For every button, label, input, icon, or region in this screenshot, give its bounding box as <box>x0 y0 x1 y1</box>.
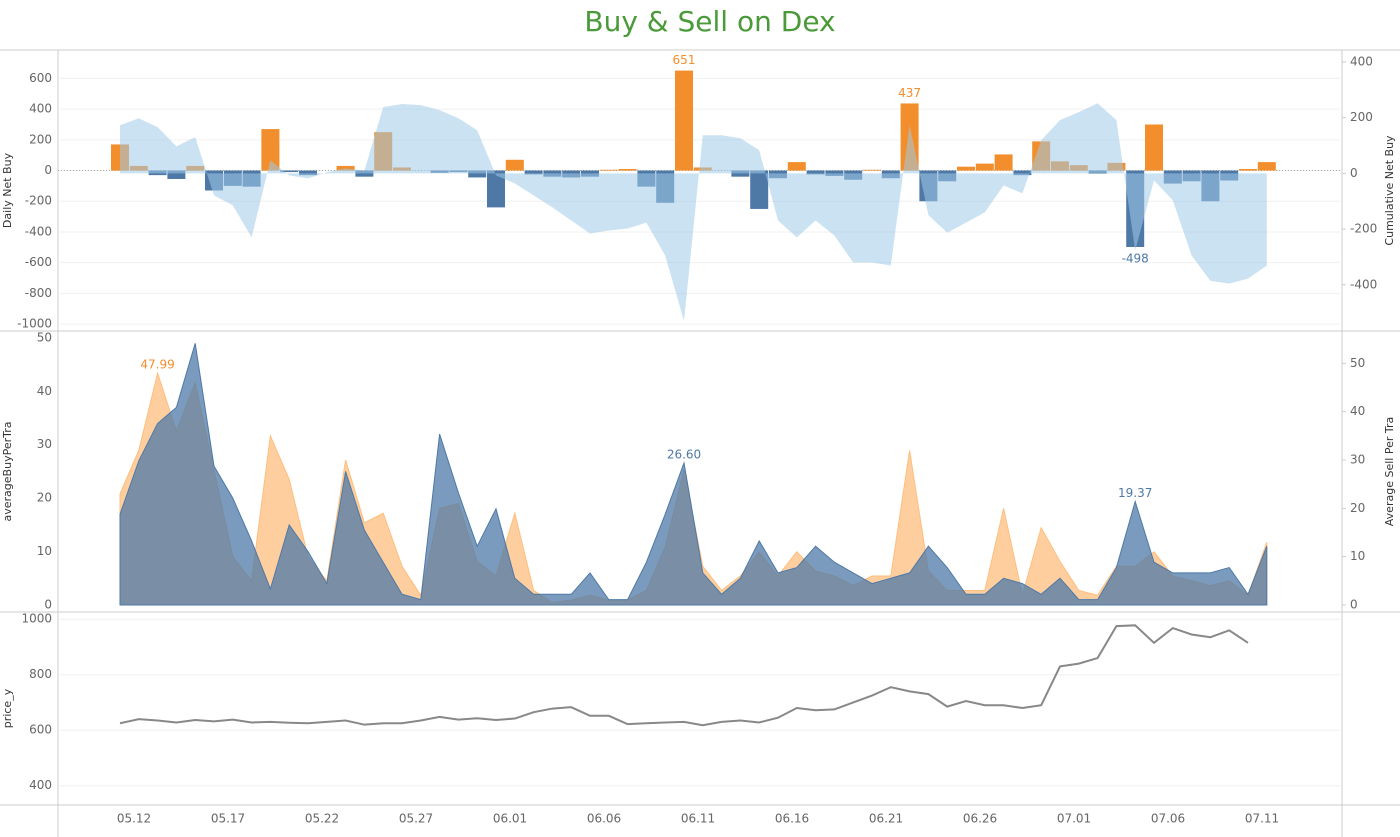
y-tick-label: 200 <box>29 132 52 146</box>
bar <box>524 170 543 175</box>
bar <box>599 169 618 171</box>
x-tick-label: 06.26 <box>963 812 997 826</box>
bar <box>1257 162 1276 171</box>
bar <box>806 170 825 175</box>
y2-tick-label: 0 <box>1350 597 1358 611</box>
bar <box>1013 170 1032 176</box>
y-tick-label: 400 <box>29 778 52 792</box>
bar <box>299 170 317 176</box>
y2-axis-title: Average Sell Per Tra <box>1383 417 1396 526</box>
area <box>119 343 1268 606</box>
y-tick-label: 400 <box>29 102 52 116</box>
y-tick-label: 0 <box>44 163 52 177</box>
y-axis-title: Daily Net Buy <box>1 152 14 228</box>
x-tick-label: 06.21 <box>869 812 903 826</box>
y-tick-label: -1000 <box>17 317 52 331</box>
y2-tick-label: -400 <box>1350 277 1377 291</box>
bar <box>787 162 806 171</box>
y-tick-label: 30 <box>37 437 52 451</box>
y-axis-title: price_y <box>1 688 14 728</box>
bar <box>355 170 374 177</box>
y-tick-label: -200 <box>25 194 52 208</box>
x-tick-label: 06.16 <box>775 812 809 826</box>
y2-tick-label: 200 <box>1350 110 1373 124</box>
x-tick-label: 07.11 <box>1245 812 1279 826</box>
bar <box>731 170 750 177</box>
x-tick-label: 05.27 <box>399 812 433 826</box>
bar <box>487 170 505 208</box>
data-label: 19.37 <box>1118 486 1152 500</box>
chart-title: Buy & Sell on Dex <box>584 5 835 38</box>
data-label: 26.60 <box>667 447 701 461</box>
y2-tick-label: 40 <box>1350 404 1365 418</box>
y-tick-label: -600 <box>25 255 52 269</box>
bar <box>336 165 355 171</box>
y2-axis-title: Cumulative Net Buy <box>1383 135 1396 246</box>
y2-tick-label: 0 <box>1350 166 1358 180</box>
y-tick-label: 40 <box>37 384 52 398</box>
bar <box>994 154 1013 171</box>
y2-tick-label: -200 <box>1350 222 1377 236</box>
bar <box>957 166 975 171</box>
data-label: -498 <box>1122 252 1149 266</box>
x-tick-label: 06.11 <box>681 812 715 826</box>
y-tick-label: 1000 <box>21 612 52 626</box>
x-tick-label: 07.06 <box>1151 812 1185 826</box>
bar <box>675 70 693 171</box>
cumulative-area <box>120 103 1267 321</box>
bar <box>468 170 487 178</box>
bar <box>825 170 844 176</box>
y2-tick-label: 30 <box>1350 453 1365 467</box>
y-axis-title: averageBuyPerTra <box>1 422 14 522</box>
bar <box>863 169 881 171</box>
y2-tick-label: 50 <box>1350 356 1365 370</box>
y2-tick-label: 20 <box>1350 501 1365 515</box>
y-tick-label: 20 <box>37 491 52 505</box>
x-tick-label: 06.06 <box>587 812 621 826</box>
y-tick-label: 10 <box>37 544 52 558</box>
x-tick-label: 05.12 <box>117 812 151 826</box>
bar <box>750 170 769 209</box>
data-label: 47.99 <box>140 358 174 372</box>
y-tick-label: 600 <box>29 71 52 85</box>
x-tick-label: 05.22 <box>305 812 339 826</box>
y-tick-label: -800 <box>25 286 52 300</box>
y-tick-label: 600 <box>29 723 52 737</box>
price-line <box>119 624 1249 727</box>
bar <box>261 129 280 171</box>
data-label: 437 <box>898 86 921 100</box>
bar <box>280 170 299 173</box>
y-tick-label: -400 <box>25 224 52 238</box>
y-tick-label: 800 <box>29 667 52 681</box>
data-label: 651 <box>673 53 696 67</box>
bar <box>167 170 186 179</box>
y2-tick-label: 400 <box>1350 54 1373 68</box>
y-tick-label: 0 <box>44 597 52 611</box>
y2-tick-label: 10 <box>1350 549 1365 563</box>
bar <box>1239 169 1257 171</box>
bar <box>1145 124 1163 171</box>
x-tick-label: 05.17 <box>211 812 245 826</box>
x-tick-label: 06.01 <box>493 812 527 826</box>
x-tick-label: 07.01 <box>1057 812 1091 826</box>
y-tick-label: 50 <box>37 330 52 344</box>
bar <box>505 159 524 171</box>
bar <box>975 163 994 171</box>
bar <box>618 169 637 171</box>
